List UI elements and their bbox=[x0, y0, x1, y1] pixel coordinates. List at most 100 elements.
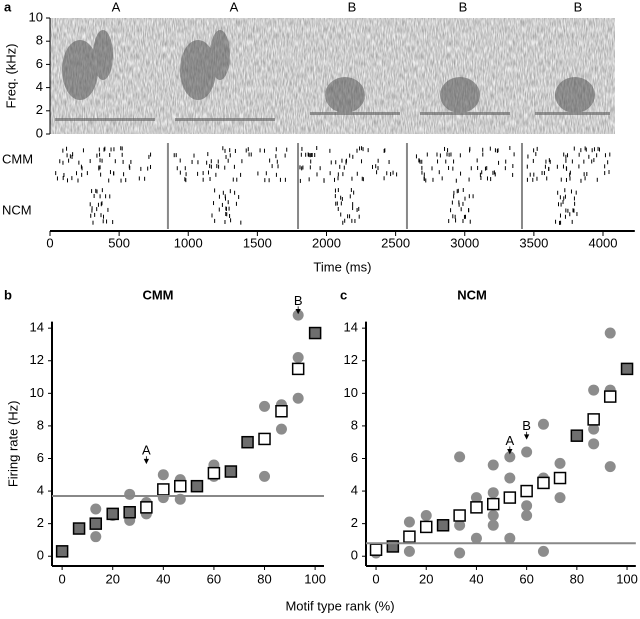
data-point bbox=[587, 413, 600, 426]
row-label: CMM bbox=[2, 151, 33, 166]
y-tick-label: 6 bbox=[37, 450, 44, 465]
annotation: A bbox=[142, 443, 151, 458]
y-tick-label: 6 bbox=[36, 56, 43, 71]
row-label: NCM bbox=[2, 202, 32, 217]
panel-label: a bbox=[4, 0, 12, 14]
data-point bbox=[504, 532, 516, 544]
motif-label: A bbox=[230, 0, 239, 14]
chart-title: CMM bbox=[142, 287, 173, 302]
data-point bbox=[454, 547, 466, 559]
data-point bbox=[487, 487, 499, 499]
data-point bbox=[604, 327, 616, 339]
x-tick-label: 0 bbox=[372, 571, 379, 586]
data-point bbox=[308, 326, 322, 340]
data-point bbox=[520, 484, 533, 498]
data-point bbox=[90, 531, 102, 543]
data-point bbox=[174, 479, 187, 493]
x-tick-label: 1500 bbox=[243, 235, 272, 250]
data-point bbox=[258, 432, 271, 446]
data-point bbox=[89, 517, 103, 530]
x-tick-label: 80 bbox=[570, 571, 584, 586]
y-tick-label: 14 bbox=[344, 320, 358, 335]
data-point bbox=[487, 497, 500, 511]
data-point bbox=[604, 461, 616, 473]
motif-label: B bbox=[574, 0, 583, 14]
data-point bbox=[537, 476, 550, 490]
y-tick-label: 2 bbox=[351, 515, 358, 530]
y-tick-label: 2 bbox=[36, 102, 43, 117]
y-tick-label: 12 bbox=[344, 352, 358, 367]
data-point bbox=[207, 466, 221, 480]
data-point bbox=[55, 545, 69, 558]
x-tick-label: 20 bbox=[105, 571, 119, 586]
y-tick-label: 10 bbox=[29, 9, 43, 24]
spectrogram-features bbox=[55, 30, 610, 121]
data-point bbox=[503, 491, 517, 504]
data-point bbox=[588, 384, 600, 396]
data-point bbox=[224, 465, 238, 478]
data-point bbox=[521, 510, 533, 522]
x-tick-label: 2000 bbox=[312, 235, 341, 250]
x-tick-label: 500 bbox=[108, 235, 130, 250]
data-point bbox=[470, 492, 482, 504]
data-point bbox=[436, 519, 450, 532]
data-point bbox=[259, 470, 271, 482]
x-tick-label: 40 bbox=[469, 571, 483, 586]
data-point bbox=[124, 488, 136, 500]
y-tick-label: 6 bbox=[351, 450, 358, 465]
y-tick-label: 2 bbox=[37, 515, 44, 530]
y-tick-label: 8 bbox=[36, 33, 43, 48]
motif-label: B bbox=[348, 0, 357, 14]
y-tick-label: 4 bbox=[351, 483, 358, 498]
data-point bbox=[553, 471, 567, 485]
data-point bbox=[504, 451, 516, 463]
data-point bbox=[588, 423, 600, 435]
y-tick-label: 8 bbox=[351, 417, 358, 432]
y-axis-label: Firing rate (Hz) bbox=[5, 400, 20, 487]
data-point bbox=[369, 543, 383, 556]
y-tick-label: 14 bbox=[30, 320, 44, 335]
annotation: B bbox=[294, 293, 303, 308]
annotation-arrow bbox=[523, 431, 530, 440]
x-tick-label: 40 bbox=[156, 571, 170, 586]
data-point bbox=[123, 505, 136, 519]
x-tick-label: 4000 bbox=[589, 235, 618, 250]
x-tick-label: 100 bbox=[616, 571, 638, 586]
data-point bbox=[292, 309, 304, 321]
panel-label: b bbox=[4, 287, 12, 302]
data-point bbox=[554, 492, 566, 504]
y-tick-label: 8 bbox=[37, 417, 44, 432]
data-point bbox=[470, 532, 482, 544]
data-point bbox=[291, 362, 305, 376]
data-point bbox=[72, 522, 86, 535]
x-tick-label: 3500 bbox=[519, 235, 548, 250]
x-axis-label: Motif type rank (%) bbox=[285, 598, 394, 613]
annotation-arrow bbox=[295, 306, 301, 315]
annotation-arrow bbox=[143, 456, 150, 465]
y-tick-label: 10 bbox=[344, 385, 358, 400]
data-point bbox=[403, 545, 415, 557]
data-point bbox=[157, 469, 169, 481]
spectrogram-texture bbox=[50, 18, 615, 134]
annotation: A bbox=[505, 433, 514, 448]
y-tick-label: 4 bbox=[37, 483, 44, 498]
data-point bbox=[157, 483, 170, 496]
x-tick-label: 60 bbox=[207, 571, 221, 586]
data-point bbox=[241, 435, 254, 449]
data-point bbox=[403, 530, 416, 543]
data-point bbox=[292, 351, 304, 363]
y-tick-label: 0 bbox=[351, 548, 358, 563]
data-point bbox=[454, 451, 466, 463]
data-point bbox=[275, 404, 288, 418]
x-axis-label: Time (ms) bbox=[313, 259, 371, 274]
motif-label: A bbox=[112, 0, 121, 14]
data-point bbox=[453, 509, 466, 522]
y-tick-label: 0 bbox=[37, 548, 44, 563]
data-point bbox=[470, 501, 483, 514]
x-tick-label: 60 bbox=[519, 571, 533, 586]
data-point bbox=[588, 438, 600, 450]
raster-texture bbox=[55, 146, 611, 225]
data-point bbox=[487, 519, 499, 531]
data-point bbox=[386, 540, 400, 553]
